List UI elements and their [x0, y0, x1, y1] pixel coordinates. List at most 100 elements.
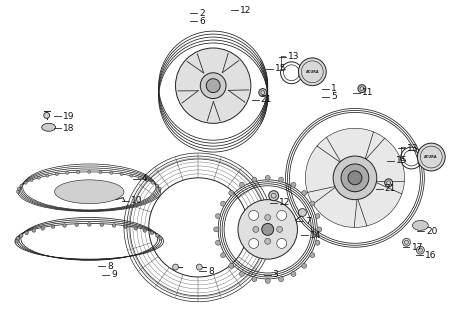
Circle shape [279, 177, 283, 182]
Circle shape [249, 238, 259, 248]
Circle shape [51, 225, 55, 228]
Circle shape [16, 190, 19, 193]
Circle shape [265, 214, 271, 220]
Circle shape [348, 171, 362, 185]
Circle shape [146, 179, 149, 181]
Circle shape [253, 227, 259, 232]
Circle shape [200, 73, 226, 99]
Text: 8: 8 [208, 267, 214, 276]
Circle shape [265, 278, 270, 284]
Circle shape [134, 227, 138, 230]
Circle shape [229, 263, 234, 268]
Circle shape [17, 187, 20, 190]
Text: 5: 5 [331, 92, 337, 101]
Circle shape [130, 174, 133, 177]
Circle shape [172, 264, 179, 270]
Text: 2: 2 [199, 9, 205, 18]
Circle shape [150, 231, 154, 235]
Text: ACURA: ACURA [306, 70, 319, 74]
Circle shape [384, 179, 392, 187]
Circle shape [214, 227, 219, 232]
Circle shape [262, 223, 274, 235]
Text: 15: 15 [274, 64, 286, 73]
Circle shape [32, 229, 36, 232]
Circle shape [416, 246, 424, 254]
Text: 9: 9 [111, 270, 117, 279]
Text: 14: 14 [310, 231, 322, 240]
Circle shape [215, 213, 220, 219]
Circle shape [239, 182, 244, 187]
Ellipse shape [413, 220, 428, 230]
Circle shape [249, 211, 259, 220]
Circle shape [99, 171, 102, 174]
Circle shape [315, 213, 320, 219]
Text: 8: 8 [107, 261, 113, 271]
Text: 16: 16 [425, 251, 437, 260]
Circle shape [279, 277, 283, 282]
Text: 21: 21 [261, 95, 272, 104]
Circle shape [310, 201, 315, 206]
Text: 17: 17 [411, 243, 423, 252]
Text: 20: 20 [426, 227, 438, 236]
Text: 3: 3 [273, 270, 278, 279]
Circle shape [143, 229, 147, 232]
Circle shape [156, 234, 159, 237]
Circle shape [302, 263, 306, 268]
Text: 4: 4 [142, 174, 148, 183]
Circle shape [402, 238, 410, 246]
Circle shape [138, 176, 141, 179]
Text: 18: 18 [63, 124, 74, 133]
Circle shape [20, 184, 23, 187]
Circle shape [87, 223, 91, 226]
Circle shape [341, 164, 369, 192]
Circle shape [306, 128, 405, 228]
Text: ACURA: ACURA [424, 155, 438, 159]
Text: 21: 21 [384, 184, 396, 193]
Circle shape [277, 211, 287, 220]
Circle shape [196, 264, 202, 270]
Circle shape [265, 175, 270, 180]
Circle shape [302, 190, 306, 196]
Circle shape [310, 253, 315, 258]
Circle shape [239, 272, 244, 276]
Circle shape [252, 277, 257, 282]
Circle shape [75, 223, 78, 227]
Circle shape [15, 239, 19, 243]
Circle shape [151, 181, 154, 184]
Text: 15: 15 [396, 156, 407, 165]
Text: 1: 1 [331, 84, 337, 93]
Circle shape [259, 89, 266, 97]
Circle shape [315, 240, 320, 245]
Text: 11: 11 [362, 88, 373, 97]
Circle shape [269, 191, 279, 201]
Circle shape [277, 238, 287, 248]
Circle shape [24, 181, 27, 184]
Circle shape [291, 182, 296, 187]
Circle shape [63, 224, 66, 227]
Text: 10: 10 [131, 196, 142, 205]
Text: 13: 13 [407, 144, 418, 153]
Circle shape [25, 231, 28, 235]
Circle shape [333, 156, 377, 200]
Text: 7: 7 [306, 217, 311, 226]
Circle shape [30, 179, 33, 181]
Circle shape [358, 85, 366, 92]
Circle shape [37, 176, 40, 179]
Circle shape [124, 225, 127, 228]
Text: 13: 13 [288, 52, 299, 61]
Circle shape [159, 236, 162, 240]
Circle shape [298, 209, 306, 217]
Circle shape [220, 201, 226, 206]
Circle shape [41, 227, 45, 230]
Circle shape [16, 236, 20, 240]
Circle shape [229, 190, 234, 196]
Text: 12: 12 [279, 198, 290, 207]
Text: 12: 12 [240, 6, 251, 15]
Text: 19: 19 [63, 112, 74, 121]
Circle shape [215, 240, 220, 245]
Circle shape [100, 223, 103, 227]
Circle shape [298, 58, 326, 86]
Circle shape [156, 184, 159, 187]
Circle shape [238, 200, 298, 259]
Circle shape [88, 171, 91, 173]
